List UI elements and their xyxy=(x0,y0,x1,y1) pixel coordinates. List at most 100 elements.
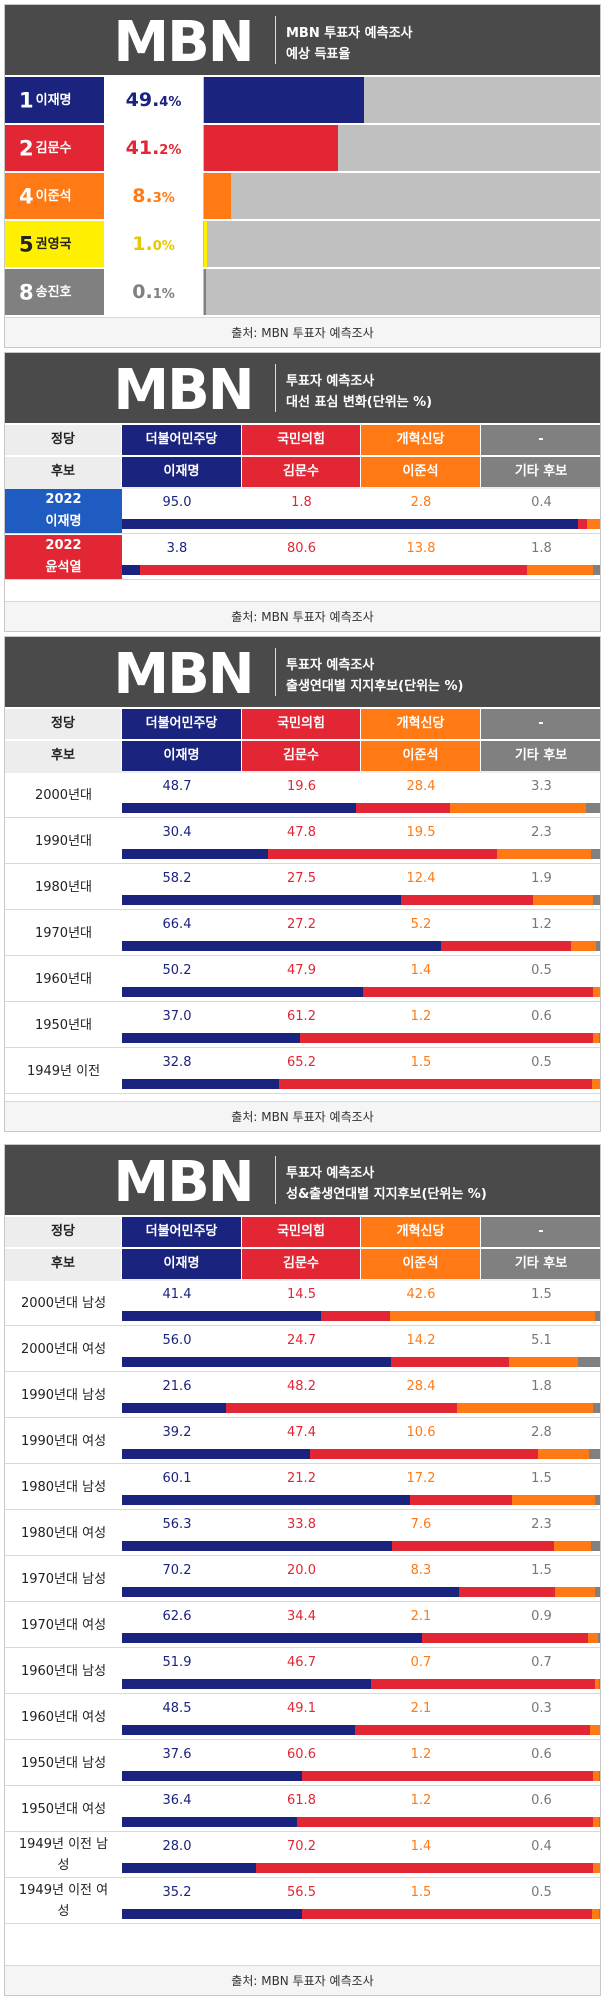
stacked-bar xyxy=(122,941,600,951)
stacked-bar xyxy=(122,849,600,859)
value-cell: 27.2 xyxy=(287,917,316,932)
value-cell: 12.4 xyxy=(406,871,436,886)
stacked-bar xyxy=(122,1449,600,1459)
value-cell: 0.5 xyxy=(531,1885,552,1900)
party-header-cell: 더불어민주당 xyxy=(122,709,242,739)
candidate-name-cell: 1 이재명 xyxy=(5,77,104,123)
stacked-bar xyxy=(122,1495,600,1505)
value-cell: 32.8 xyxy=(162,1055,192,1070)
stacked-bar xyxy=(122,519,600,529)
value-cell: 60.6 xyxy=(287,1747,316,1762)
row-separator xyxy=(5,1509,600,1510)
row-label-line: 2022 xyxy=(45,492,82,507)
stacked-bar-segment xyxy=(497,849,591,859)
row-separator xyxy=(5,1693,600,1694)
panel-subtitle: 성&출생연대별 지지후보(단위는 %) xyxy=(286,1187,487,1202)
stacked-bar-segment xyxy=(593,1817,600,1827)
value-cell: 1.2 xyxy=(531,917,552,932)
stacked-bar-segment xyxy=(371,1679,596,1689)
stacked-bar-segment xyxy=(594,1587,600,1597)
stacked-bar-segment xyxy=(533,895,593,905)
party-header-cell: 국민의힘 xyxy=(242,425,361,455)
stacked-bar-segment xyxy=(122,565,141,575)
party-header-cell: 더불어민주당 xyxy=(122,1217,242,1247)
candidate-name: 권영국 xyxy=(35,236,72,252)
stacked-bar-segment xyxy=(296,1817,594,1827)
row-label-line: 1980년대 여성 xyxy=(20,1525,107,1541)
row-separator xyxy=(5,955,600,956)
value-cell: 17.2 xyxy=(406,1471,436,1486)
value-cell: 1.4 xyxy=(410,963,432,978)
stacked-bar-segment xyxy=(527,565,594,575)
value-cell: 70.2 xyxy=(162,1563,192,1578)
row-label-line: 이재명 xyxy=(45,514,82,529)
candidate-row-label: 후보 xyxy=(5,1249,122,1279)
stacked-bar-segment xyxy=(594,1495,600,1505)
row-label-line: 1950년대 남성 xyxy=(20,1755,107,1771)
stacked-bar-segment xyxy=(440,941,572,951)
value-cell: 0.4 xyxy=(531,1839,552,1854)
value-cell: 0.5 xyxy=(531,1055,552,1070)
svg-text:MBN: MBN xyxy=(113,645,252,699)
stacked-bar-segment xyxy=(122,1725,355,1735)
row-label-text: 1960년대 남성 xyxy=(21,1661,106,1682)
row-separator xyxy=(5,1555,600,1556)
stacked-bar-segment xyxy=(578,519,587,529)
stacked-bar-segment xyxy=(140,565,528,575)
stacked-bar-segment xyxy=(571,941,597,951)
value-cell: 2.3 xyxy=(531,1517,552,1532)
source-note: 출처: MBN 투표자 예측조사 xyxy=(5,317,600,347)
value-cell: 1.4 xyxy=(410,1839,432,1854)
stacked-bar-segment xyxy=(599,1771,600,1781)
panel-title: 투표자 예측조사 xyxy=(286,658,375,673)
stacked-bar-segment xyxy=(598,1679,600,1689)
row-label-text: 2000년대 xyxy=(35,785,92,806)
candidate-row: 4 이준석 8.3% xyxy=(5,173,600,219)
value-cell: 65.2 xyxy=(287,1055,316,1070)
row-label-line: 윤석열 xyxy=(45,560,82,575)
stacked-bar-segment xyxy=(122,803,356,813)
stacked-bar xyxy=(122,1541,600,1551)
stacked-bar-segment xyxy=(122,1817,297,1827)
stacked-bar-segment xyxy=(457,1403,594,1413)
row-label-line: 1970년대 xyxy=(34,925,92,941)
stacked-bar-segment xyxy=(390,1311,595,1321)
stacked-bar-segment xyxy=(596,941,600,951)
row-separator xyxy=(5,771,600,773)
row-separator xyxy=(5,1923,600,1924)
row-label-line: 1949년 이전 xyxy=(26,1063,101,1079)
stacked-bar xyxy=(122,565,600,575)
candidate-name: 이준석 xyxy=(35,188,72,204)
vote-share-dec: 3% xyxy=(152,191,175,206)
row-label-line: 2022 xyxy=(45,538,82,553)
value-cell: 34.4 xyxy=(287,1609,316,1624)
stacked-bar-segment xyxy=(449,803,587,813)
stacked-bar-segment xyxy=(599,1817,600,1827)
value-cell: 0.9 xyxy=(531,1609,552,1624)
row-separator xyxy=(5,487,600,489)
value-cell: 56.0 xyxy=(162,1333,192,1348)
row-label-text: 1950년대 남성 xyxy=(21,1753,106,1774)
vote-share-dec: 2% xyxy=(159,143,182,158)
stacked-bar-segment xyxy=(537,1449,589,1459)
value-cell: 48.5 xyxy=(162,1701,192,1716)
row-label-text: 1970년대 여성 xyxy=(21,1615,106,1636)
value-cell: 47.4 xyxy=(287,1425,316,1440)
value-cell: 35.2 xyxy=(162,1885,192,1900)
stacked-bar-segment xyxy=(590,1541,600,1551)
stacked-bar-segment xyxy=(577,1357,600,1367)
value-cell: 1.5 xyxy=(531,1563,552,1578)
value-cell: 2.3 xyxy=(531,825,552,840)
stacked-bar xyxy=(122,1863,600,1873)
row-label-line: 1990년대 여성 xyxy=(20,1433,107,1449)
stacked-bar-segment xyxy=(122,849,268,859)
row-separator xyxy=(5,863,600,864)
row-label: 2000년대 여성 xyxy=(5,1327,122,1371)
value-cell: 8.3 xyxy=(410,1563,432,1578)
row-label: 1990년대 남성 xyxy=(5,1373,122,1417)
value-cell: 50.2 xyxy=(162,963,192,978)
value-cell: 14.2 xyxy=(406,1333,436,1348)
mbn-logo: MBN xyxy=(113,1153,254,1207)
stacked-bar xyxy=(122,1587,600,1597)
